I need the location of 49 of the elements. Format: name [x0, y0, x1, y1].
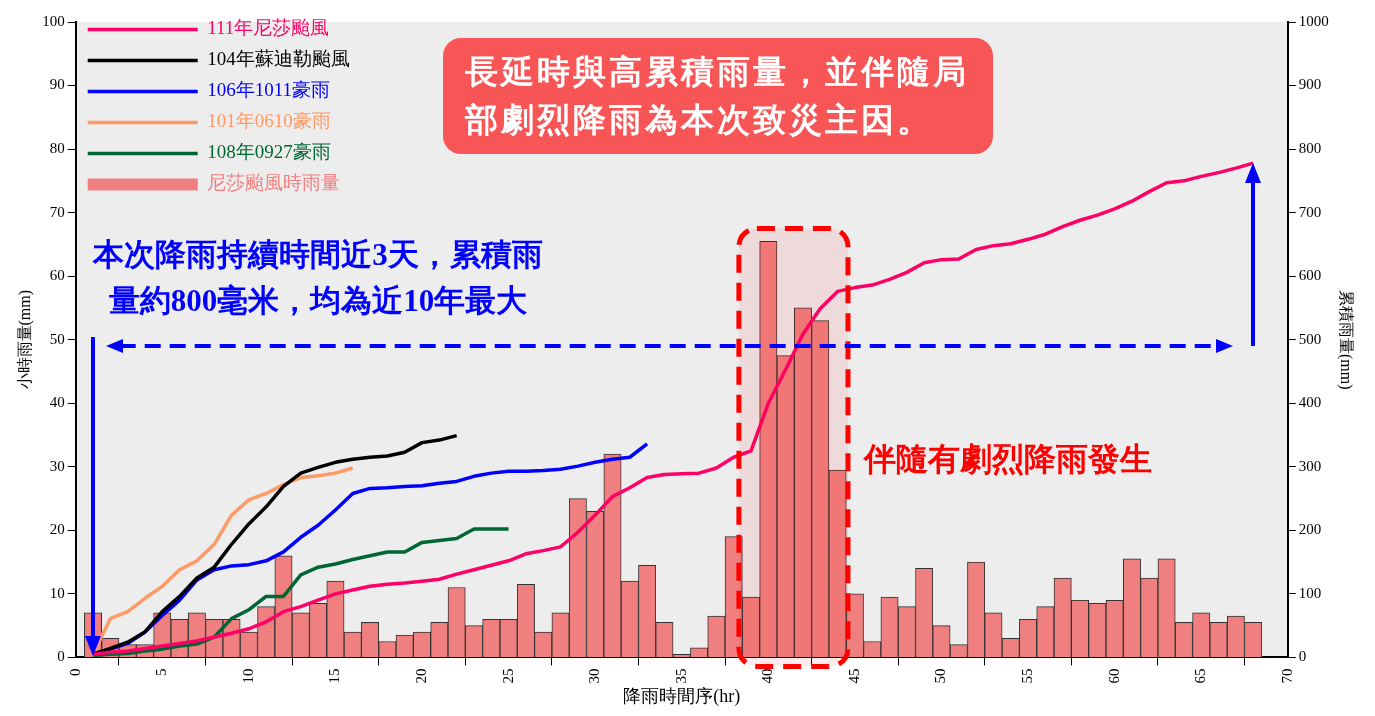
- y2-tick-label: 100: [1298, 584, 1322, 601]
- y-tick-label: 30: [49, 457, 65, 474]
- y2-tick-label: 0: [1298, 648, 1307, 665]
- x-tick-label: 55: [1019, 668, 1035, 684]
- text: 111年尼莎颱風: [207, 17, 330, 39]
- y-tick-label: 80: [49, 140, 65, 157]
- y2-tick-label: 300: [1298, 457, 1322, 474]
- x-axis-title: 降雨時間序(hr): [623, 685, 741, 707]
- y2-tick-label: 500: [1298, 330, 1322, 347]
- y2-tick-label: 900: [1298, 76, 1322, 93]
- x-tick-label: 35: [672, 668, 689, 684]
- x-tick-label: 65: [1192, 668, 1209, 684]
- y2-tick-label: 700: [1298, 203, 1322, 220]
- y-tick-label: 40: [49, 394, 65, 411]
- y-tick-label: 100: [42, 12, 65, 29]
- x-tick-label: 10: [239, 668, 256, 684]
- y2-tick-label: 200: [1298, 521, 1322, 538]
- y-tick-label: 10: [49, 584, 65, 601]
- annotation: 本次降雨持續時間近3天，累積雨量約800毫米，均為近10年最大: [91, 235, 544, 320]
- text: 104年蘇迪勒颱風: [207, 48, 350, 70]
- y-tick-label: 70: [49, 203, 65, 220]
- x-tick-label: 25: [499, 668, 516, 684]
- y-tick-label: 60: [49, 267, 65, 284]
- y-axis-title: 小時雨量(mm): [15, 289, 34, 390]
- x-tick-label: 60: [1105, 668, 1122, 684]
- y2-tick-label: 800: [1298, 140, 1322, 157]
- y-tick-label: 0: [57, 648, 65, 665]
- x-tick-label: 0: [66, 668, 83, 676]
- x-tick-label: 20: [412, 668, 429, 684]
- annotation: 伴隨有劇烈降雨發生: [863, 439, 1152, 481]
- x-tick-label: 70: [1278, 668, 1295, 684]
- text: 106年1011豪雨: [207, 79, 330, 101]
- x-tick-label: 45: [845, 668, 862, 684]
- y2-tick-label: 1000: [1298, 12, 1329, 29]
- y2-tick-label: 400: [1298, 394, 1322, 411]
- annotation: 長延時與高累積雨量，並伴隨局部劇烈降雨為本次致災主因。: [442, 38, 993, 154]
- y-tick-label: 50: [49, 330, 65, 347]
- y2-tick-label: 600: [1298, 267, 1322, 284]
- x-tick-label: 30: [586, 668, 603, 684]
- y-tick-label: 20: [49, 521, 65, 538]
- y-tick-label: 90: [49, 76, 65, 93]
- x-tick-label: 50: [932, 668, 949, 684]
- x-tick-label: 5: [153, 668, 170, 676]
- text: 108年0927豪雨: [207, 141, 331, 163]
- x-tick-label: 15: [326, 668, 343, 684]
- text: 尼莎颱風時雨量: [207, 172, 341, 194]
- text: 101年0610豪雨: [207, 110, 331, 132]
- y2-axis-title: 累積雨量(mm): [1337, 289, 1356, 390]
- x-tick-label: 40: [759, 668, 776, 684]
